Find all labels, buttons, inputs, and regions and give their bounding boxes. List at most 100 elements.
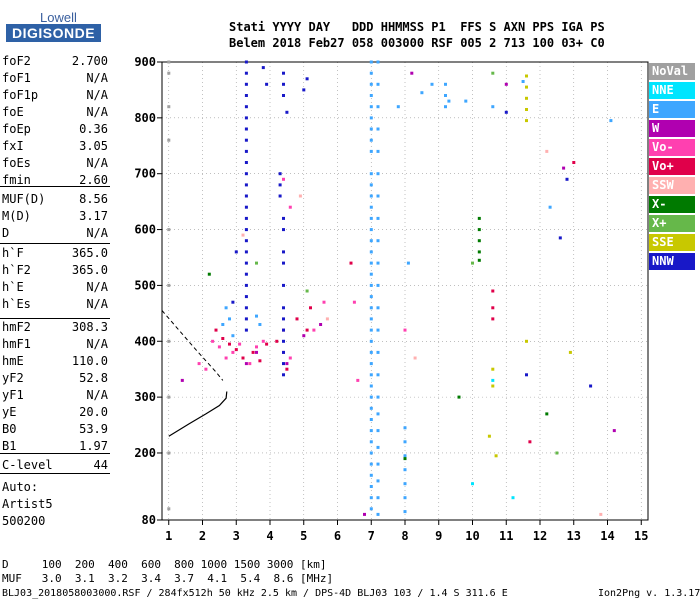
data-point-vo- xyxy=(248,362,252,366)
data-point-x- xyxy=(403,457,407,461)
param-name: MUF(D) xyxy=(2,192,46,206)
param-value: 2.60 xyxy=(79,173,108,187)
data-point-e xyxy=(369,105,373,109)
data-point-nnw xyxy=(244,239,248,243)
data-point-nnw xyxy=(261,66,265,70)
data-point-nnw xyxy=(282,94,285,97)
data-point-x- xyxy=(491,71,495,75)
data-point-nnw xyxy=(558,236,562,240)
param-value: 44 xyxy=(93,458,108,472)
data-point-e xyxy=(369,328,373,332)
param-name: foF2 xyxy=(2,54,31,68)
x-tick-label: 6 xyxy=(334,529,341,543)
data-point-nnw xyxy=(305,77,309,81)
data-point-e xyxy=(255,314,258,318)
data-point-e xyxy=(369,183,373,187)
param-row: yE 20.0 xyxy=(2,405,108,422)
x-tick-label: 10 xyxy=(465,529,479,543)
data-point-nnw xyxy=(244,71,248,75)
data-point-vo- xyxy=(241,356,245,360)
x-tick-label: 15 xyxy=(634,529,648,543)
data-point-e xyxy=(420,91,424,95)
data-point-e xyxy=(369,216,373,220)
muf-frequency-row: MUF 3.0 3.1 3.2 3.4 3.7 4.1 5.4 8.6 [MHz… xyxy=(2,572,334,585)
param-row: hmF2 308.3 xyxy=(2,320,108,337)
param-separator xyxy=(0,473,110,474)
data-point-e xyxy=(376,328,380,332)
param-row: fmin 2.60 xyxy=(2,173,108,190)
param-value: 3.05 xyxy=(79,139,108,153)
param-name: foEs xyxy=(2,156,31,170)
param-value: 365.0 xyxy=(71,246,108,260)
param-row: C-level 44 xyxy=(2,458,108,475)
header-labels: Stati YYYY DAY DDD HHMMSS P1 FFS S AXN P… xyxy=(229,20,605,34)
data-point-nnw xyxy=(278,194,282,198)
param-name: fxI xyxy=(2,139,24,153)
param-row: foF1p N/A xyxy=(2,88,108,105)
data-point-w xyxy=(302,334,306,338)
data-point-nnw xyxy=(282,350,285,354)
data-point-nnw xyxy=(282,250,285,254)
data-point-nnw xyxy=(244,283,248,287)
legend-item: SSE xyxy=(649,234,695,251)
data-point-nnw xyxy=(282,328,285,332)
data-point-x- xyxy=(477,216,481,220)
param-value: 2.700 xyxy=(71,54,108,68)
data-point-sse xyxy=(525,339,528,343)
data-point-nnw xyxy=(244,149,248,153)
data-point-e xyxy=(369,462,373,466)
x-tick-label: 12 xyxy=(533,529,547,543)
data-point-noval xyxy=(167,60,171,64)
data-point-nnw xyxy=(282,373,285,377)
data-point-nnw xyxy=(244,250,248,254)
data-point-vo- xyxy=(265,342,269,346)
data-point-vo- xyxy=(288,356,292,360)
param-row: hmE 110.0 xyxy=(2,354,108,371)
data-point-e xyxy=(548,205,552,209)
data-point-x- xyxy=(555,451,559,455)
data-point-nnw xyxy=(282,261,285,265)
data-point-nnw xyxy=(244,328,248,332)
data-point-vo- xyxy=(211,339,215,343)
data-point-e xyxy=(376,261,380,265)
param-row: M(D) 3.17 xyxy=(2,209,108,226)
data-point-e xyxy=(369,116,373,120)
param-name: hmF1 xyxy=(2,337,31,351)
param-row: B0 53.9 xyxy=(2,422,108,439)
param-row: foEp 0.36 xyxy=(2,122,108,139)
data-point-e xyxy=(376,395,380,399)
data-point-e xyxy=(376,82,380,86)
legend-item: E xyxy=(649,101,695,118)
data-point-nnw xyxy=(244,161,248,164)
data-point-e xyxy=(430,82,434,86)
data-point-nnw xyxy=(282,317,285,321)
logo-line1: Lowell xyxy=(40,10,77,25)
data-point-noval xyxy=(167,451,171,455)
param-name: yF1 xyxy=(2,388,24,402)
data-point-x- xyxy=(207,272,211,276)
auto-label: Auto: xyxy=(2,480,39,494)
data-point-nnw xyxy=(244,228,248,232)
auto-artist: Artist5 xyxy=(2,497,53,511)
data-point-nnw xyxy=(231,300,235,304)
data-point-nnw xyxy=(244,94,248,97)
data-point-e xyxy=(369,261,373,265)
data-point-e xyxy=(369,94,373,97)
data-point-e xyxy=(369,82,373,86)
y-tick-label: 900 xyxy=(134,55,156,69)
data-point-x- xyxy=(305,289,309,293)
param-name: h`E xyxy=(2,280,24,294)
param-name: fmin xyxy=(2,173,31,187)
data-point-nnw xyxy=(285,110,289,114)
data-point-vo- xyxy=(295,317,299,321)
data-point-vo- xyxy=(238,342,242,346)
data-point-e xyxy=(376,127,380,131)
data-point-sse xyxy=(525,85,528,89)
param-value: 3.17 xyxy=(79,209,108,223)
y-tick-label: 600 xyxy=(134,223,156,237)
data-point-vo- xyxy=(197,362,201,366)
param-value: 0.36 xyxy=(79,122,108,136)
data-point-sse xyxy=(487,434,491,438)
data-point-nnw xyxy=(565,177,569,181)
data-point-e xyxy=(376,283,380,287)
